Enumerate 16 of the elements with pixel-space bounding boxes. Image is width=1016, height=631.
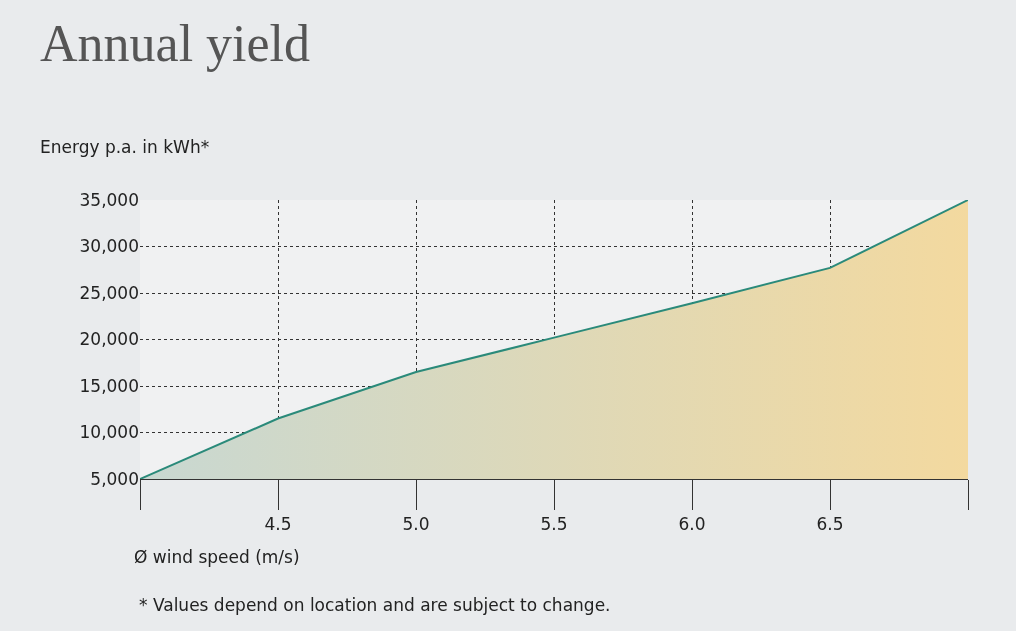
- x-axis-title: Ø wind speed (m/s): [134, 547, 300, 567]
- x-tick-label: 6.5: [816, 514, 844, 535]
- x-tick-label: 5.5: [540, 514, 568, 535]
- y-tick-label: 35,000: [79, 189, 139, 210]
- text: * Values depend on location and are subject to change.: [139, 595, 611, 615]
- x-tick-label: 5.0: [402, 514, 430, 535]
- y-axis-title: Energy p.a. in kWh*: [40, 137, 210, 157]
- y-tick-label: 10,000: [79, 422, 139, 443]
- y-tick-label: 25,000: [79, 282, 139, 303]
- x-tick-label: 6.0: [678, 514, 706, 535]
- y-tick-label: 20,000: [79, 329, 139, 350]
- y-tick-label: 5,000: [90, 468, 139, 489]
- y-tick-label: 30,000: [79, 236, 139, 257]
- chart-title: Annual yield: [40, 15, 311, 72]
- x-tick-label: 4.5: [264, 514, 292, 535]
- y-tick-label: 15,000: [79, 375, 139, 396]
